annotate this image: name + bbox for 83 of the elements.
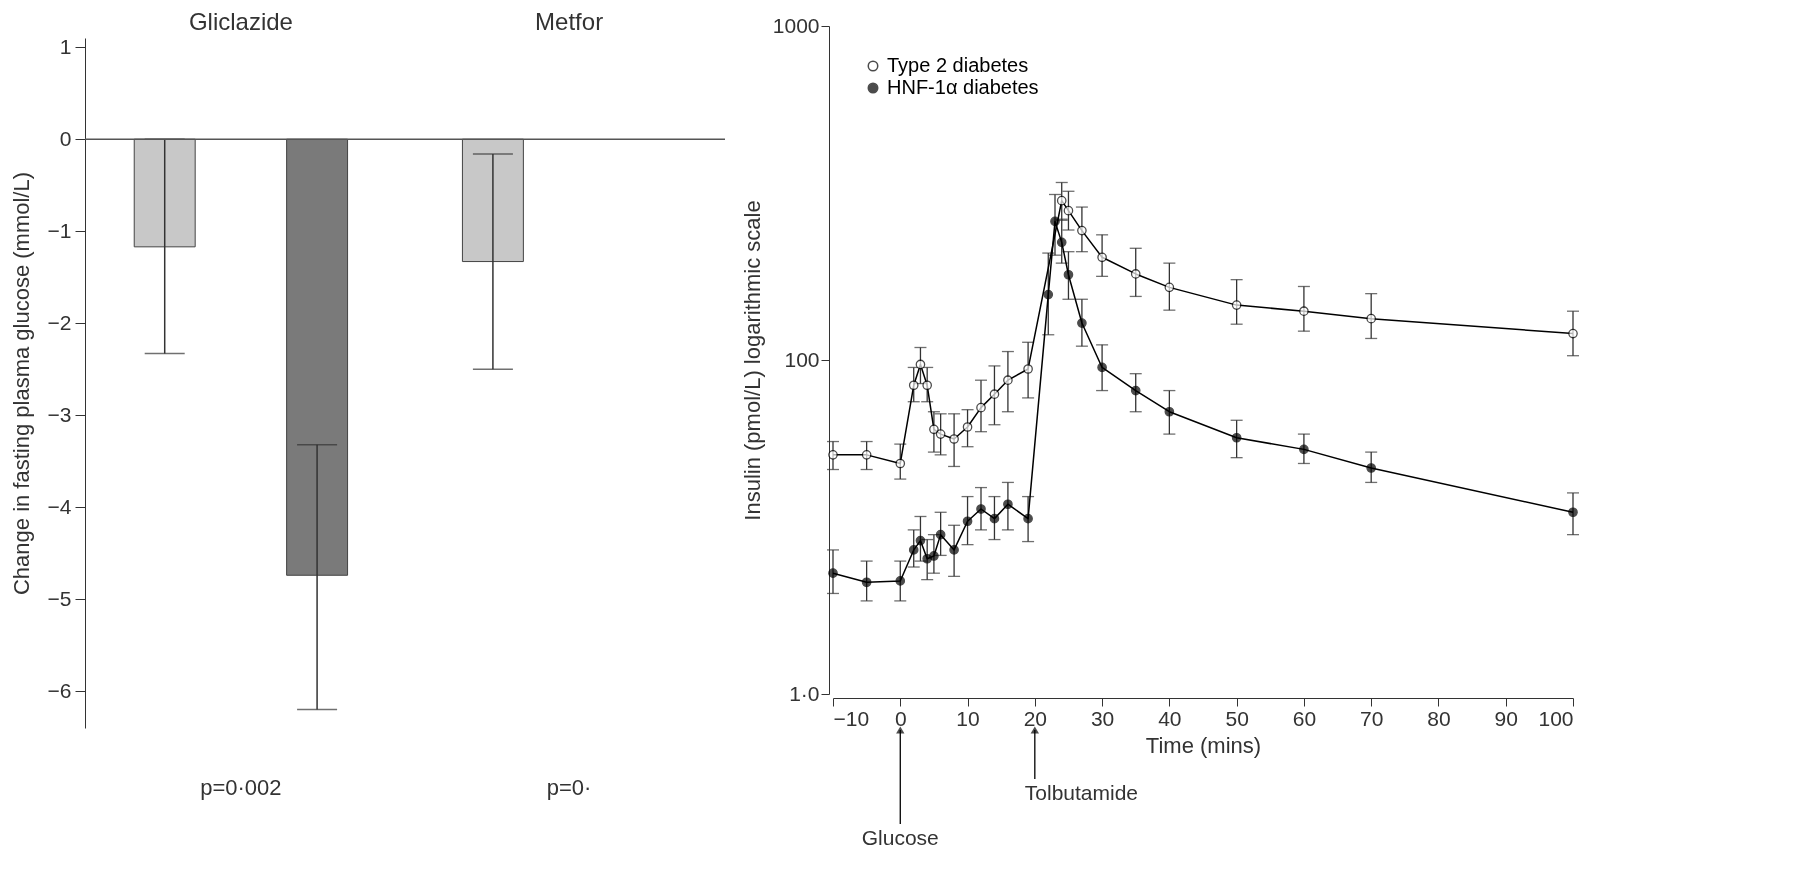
point xyxy=(1097,362,1107,373)
point xyxy=(962,422,973,432)
point xyxy=(976,402,986,413)
x-tick-label: Gliclazide xyxy=(188,7,293,35)
point xyxy=(922,380,933,391)
y-tick-label: 1 xyxy=(59,34,72,58)
point xyxy=(1077,225,1087,236)
y-axis-title: Change in fasting plasma glucose (mmol/L) xyxy=(8,171,34,596)
y-tick-label: −6 xyxy=(47,678,72,702)
y-tick-label: 100 xyxy=(784,347,820,371)
point xyxy=(929,424,939,435)
x-tick-label: 50 xyxy=(1225,706,1249,730)
x-tick-label: Metfor xyxy=(535,7,604,35)
point xyxy=(908,380,919,391)
x-tick-label: 90 xyxy=(1494,706,1518,730)
point xyxy=(1003,375,1013,386)
point xyxy=(895,576,906,586)
point xyxy=(1063,205,1074,216)
point xyxy=(828,450,838,460)
point xyxy=(1003,499,1013,510)
point xyxy=(1366,313,1377,324)
point xyxy=(1299,444,1309,455)
point xyxy=(908,545,919,555)
point xyxy=(1130,269,1141,279)
y-tick-label: −4 xyxy=(47,494,72,518)
y-axis-title: Insulin (pmol/L) logarithmic scale xyxy=(739,200,765,521)
point xyxy=(1568,507,1578,518)
point xyxy=(935,429,946,439)
point xyxy=(861,450,872,460)
y-tick-label: −3 xyxy=(47,402,72,426)
point xyxy=(828,568,838,579)
point xyxy=(1130,385,1141,396)
point xyxy=(976,504,986,514)
text: Tolbutamide xyxy=(1024,781,1139,804)
x-tick-label: −10 xyxy=(833,706,870,730)
point xyxy=(861,577,872,588)
y-tick-label: 1·0 xyxy=(789,681,820,705)
x-tick-label: 70 xyxy=(1360,706,1384,730)
text: Glucose xyxy=(861,826,939,849)
text: p=0· xyxy=(546,775,592,800)
point xyxy=(1231,432,1242,443)
point xyxy=(1164,406,1175,417)
y-tick-label: −2 xyxy=(47,310,72,334)
point xyxy=(1568,328,1578,339)
x-axis-title: Time (mins) xyxy=(1145,732,1262,758)
point xyxy=(1299,306,1309,317)
point xyxy=(962,516,973,527)
y-tick-label: 1000 xyxy=(772,13,820,37)
x-tick-label: 20 xyxy=(1023,706,1047,730)
point xyxy=(989,389,1000,400)
point xyxy=(1063,269,1074,280)
x-tick-label: 80 xyxy=(1427,706,1451,730)
point xyxy=(929,551,939,561)
point xyxy=(1023,364,1033,374)
y-tick-label: −1 xyxy=(47,218,72,242)
point xyxy=(1056,195,1067,206)
x-tick-label: 10 xyxy=(956,706,980,730)
x-tick-label: 100 xyxy=(1538,706,1574,730)
text: p=0·002 xyxy=(200,775,282,800)
y-tick-label: 0 xyxy=(59,126,72,150)
x-tick-label: 40 xyxy=(1158,706,1182,730)
point xyxy=(915,535,926,546)
point xyxy=(1043,289,1054,300)
point xyxy=(935,529,946,540)
point xyxy=(1077,318,1087,328)
point xyxy=(949,434,959,444)
x-tick-label: 0 xyxy=(894,706,907,730)
point xyxy=(989,513,1000,524)
x-tick-label: 60 xyxy=(1292,706,1317,730)
point xyxy=(1056,237,1067,248)
point xyxy=(1023,513,1033,524)
point xyxy=(895,458,906,469)
point xyxy=(1164,282,1175,293)
point xyxy=(949,545,959,555)
point xyxy=(1366,463,1377,473)
point xyxy=(1050,216,1060,227)
y-tick-label: −5 xyxy=(47,586,72,610)
x-tick-label: 30 xyxy=(1090,706,1115,730)
point xyxy=(1231,300,1242,310)
legend-label: Type 2 diabetes xyxy=(887,54,1029,76)
point xyxy=(1097,252,1107,263)
point xyxy=(915,359,926,370)
legend-label: HNF-1α diabetes xyxy=(887,76,1039,98)
